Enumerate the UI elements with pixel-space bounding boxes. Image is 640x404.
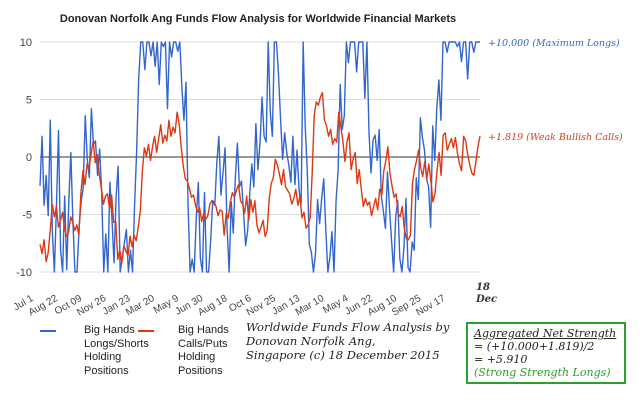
summary-formula: = (+10.000+1.819)/2 bbox=[474, 340, 595, 353]
y-axis-ticks: 10 5 0 -5 -10 bbox=[16, 37, 32, 279]
y-tick-label: 0 bbox=[26, 152, 32, 164]
summary-verdict: (Strong Strength Longs) bbox=[474, 366, 611, 379]
legend-swatch-calls-puts bbox=[138, 330, 154, 332]
series-line-1 bbox=[39, 91, 481, 264]
y-tick-label: -10 bbox=[16, 267, 32, 279]
end-annotation-1: +1.819 (Weak Bullish Calls) bbox=[488, 132, 623, 143]
y-tick-label: -5 bbox=[22, 210, 32, 222]
chart-title: Donovan Norfolk Ang Funds Flow Analysis … bbox=[60, 13, 456, 25]
end-annotations: +10.000 (Maximum Longs) +1.819 (Weak Bull… bbox=[488, 38, 623, 143]
legend-label-calls-puts: Big Hands Calls/Puts Holding Positions bbox=[178, 324, 229, 377]
aggregated-strength-box: Aggregated Net Strength = (+10.000+1.819… bbox=[466, 322, 626, 384]
series-lines bbox=[39, 41, 481, 273]
y-tick-label: 5 bbox=[26, 95, 32, 107]
summary-result: = +5.910 bbox=[474, 353, 528, 366]
end-annotation-0: +10.000 (Maximum Longs) bbox=[488, 38, 620, 49]
y-tick-label: 10 bbox=[20, 37, 32, 49]
summary-heading: Aggregated Net Strength bbox=[474, 327, 617, 340]
legend-label-longs-shorts: Big Hands Longs/Shorts Holding Positions bbox=[84, 324, 149, 377]
series-line-0 bbox=[39, 41, 480, 273]
x-tick-label: 18 Dec bbox=[475, 282, 497, 305]
legend-swatch-longs-shorts bbox=[40, 330, 56, 332]
authorship-note: Worldwide Funds Flow Analysis by Donovan… bbox=[246, 320, 450, 362]
